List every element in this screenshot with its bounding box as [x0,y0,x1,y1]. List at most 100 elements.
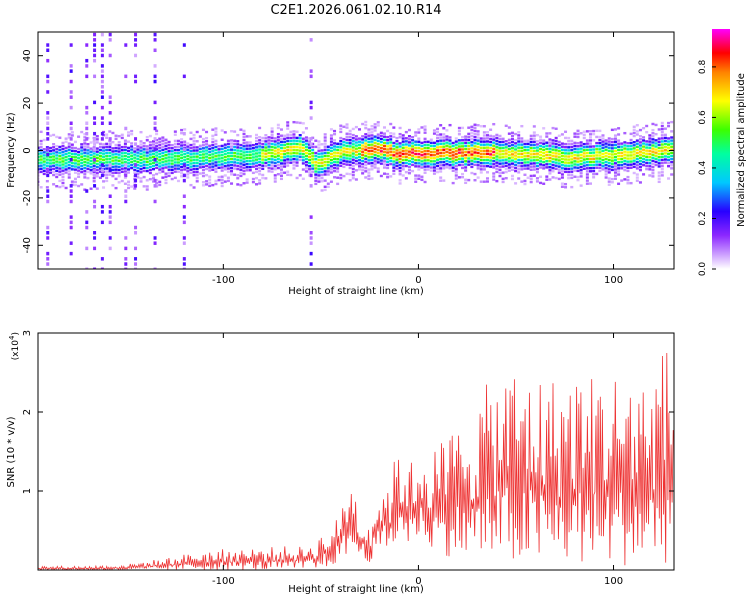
heatmap-cell [264,158,268,162]
heatmap-cell [598,163,602,166]
heatmap-cell [657,174,661,177]
heatmap-cell [100,121,104,126]
heatmap-cell [358,146,362,150]
heatmap-cell [638,162,642,166]
heatmap-cell [301,168,305,171]
heatmap-cell [102,155,106,158]
heatmap-cell [632,159,636,162]
heatmap-cell [42,160,46,163]
heatmap-cell [601,168,605,171]
heatmap-cell [323,154,327,158]
heatmap-cell [98,176,102,180]
heatmap-y-tick-label: 40 [22,49,33,62]
heatmap-cell [124,43,128,47]
heatmap-cell [345,135,349,139]
heatmap-cell [186,154,190,158]
heatmap-cell [570,145,574,149]
heatmap-cell [429,141,433,145]
heatmap-cell [345,132,349,135]
heatmap-cell [473,142,477,145]
heatmap-x-tick-label: 0 [415,275,421,286]
heatmap-cell [295,161,299,164]
heatmap-cell [564,145,568,149]
heatmap-cell [379,140,383,144]
heatmap-cell [638,138,642,141]
heatmap-cell [560,173,564,176]
heatmap-cell [261,173,265,177]
heatmap-cell [120,136,124,140]
heatmap-cell [130,160,134,164]
heatmap-cell [148,162,152,165]
heatmap-cell [245,181,249,184]
heatmap-cell [226,151,230,155]
heatmap-cell [286,161,290,164]
heatmap-cell [308,158,312,162]
heatmap-cell [364,123,368,127]
heatmap-cell [151,174,155,177]
heatmap-cell [242,142,246,145]
heatmap-cell [370,177,374,180]
heatmap-cell [273,167,277,171]
heatmap-cell [329,143,333,146]
heatmap-cell [114,153,118,156]
heatmap-cell [339,155,343,158]
heatmap-cell [192,146,196,149]
heatmap-cell [638,150,642,153]
heatmap-cell [314,167,318,170]
heatmap-cell [134,79,138,84]
heatmap-cell [100,105,104,110]
heatmap-cell [348,142,352,145]
heatmap-cell [173,167,177,170]
heatmap-cell [670,160,674,164]
heatmap-cell [77,153,81,157]
heatmap-cell [604,157,608,161]
heatmap-cell [635,145,639,149]
heatmap-cell [108,142,112,146]
heatmap-cell [55,157,59,160]
heatmap-cell [589,154,593,158]
heatmap-cell [573,153,577,157]
heatmap-cell [123,182,127,185]
heatmap-cell [73,140,77,144]
heatmap-cell [461,160,465,163]
heatmap-cell [670,139,674,142]
heatmap-cell [367,143,371,147]
heatmap-cell [136,166,140,170]
heatmap-cell [255,136,259,140]
heatmap-cell [520,165,524,168]
heatmap-cell [407,150,411,153]
heatmap-cell [95,175,99,178]
heatmap-cell [105,133,109,136]
heatmap-cell [180,165,184,169]
heatmap-cell [226,179,230,183]
heatmap-cell [660,149,664,152]
heatmap-cell [429,150,433,154]
heatmap-cell [545,156,549,160]
heatmap-cell [67,136,71,139]
snr-frame [37,332,675,571]
heatmap-cell [73,183,77,187]
heatmap-cell [123,151,127,155]
heatmap-cell [607,171,611,174]
heatmap-cell [404,137,408,140]
heatmap-cell [542,151,546,155]
heatmap-cell [192,186,196,189]
heatmap-cell [93,246,97,251]
heatmap-cell [155,145,159,148]
heatmap-cell [411,157,415,160]
heatmap-cell [517,143,521,146]
heatmap-cell [80,146,84,149]
heatmap-cell [286,158,290,161]
heatmap-cell [514,142,518,145]
heatmap-cell [167,153,171,156]
heatmap-cell [551,145,555,148]
heatmap-cell [80,149,84,152]
heatmap-cell [267,160,271,164]
heatmap-cell [186,142,190,145]
heatmap-cell [417,177,421,180]
heatmap-cell [476,130,480,133]
heatmap-cell [604,154,608,158]
heatmap-cell [467,145,471,148]
heatmap-cell [85,121,89,126]
heatmap-cell [273,161,277,165]
